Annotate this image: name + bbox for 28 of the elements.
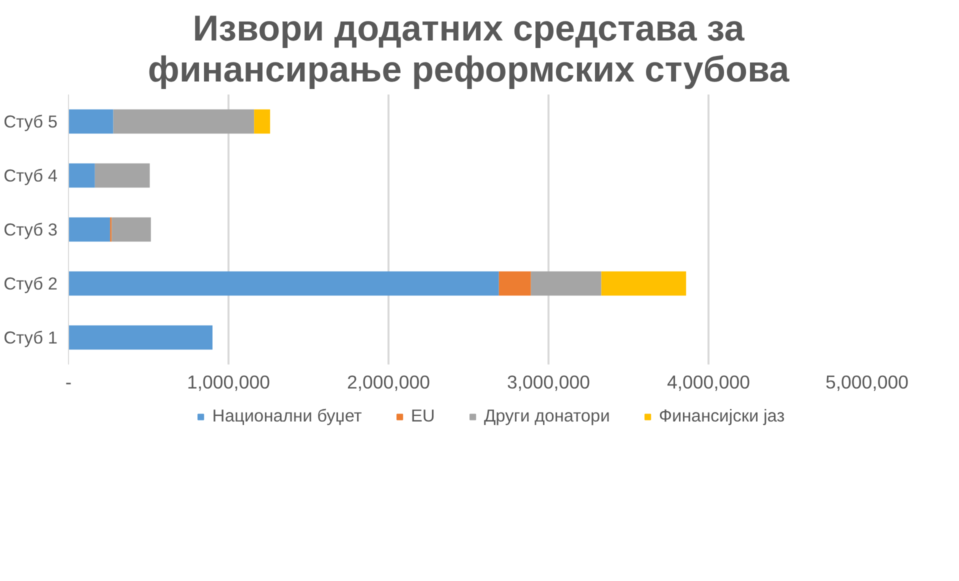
x-tick-label: 4,000,000	[667, 372, 750, 392]
bar	[68, 325, 212, 350]
bar	[530, 271, 602, 296]
bar	[68, 109, 114, 134]
bar	[68, 271, 499, 296]
x-tick-label: 1,000,000	[187, 372, 270, 392]
x-tick-label: 2,000,000	[347, 372, 430, 392]
x-tick-label: 5,000,000	[826, 372, 909, 392]
legend-label: Национални буџет	[212, 406, 362, 426]
bar	[68, 217, 110, 242]
legend-label: Финансијски јаз	[658, 406, 785, 426]
bar	[601, 271, 686, 296]
bar	[94, 163, 150, 188]
bar	[68, 163, 95, 188]
bar	[254, 109, 270, 134]
legend-label: Други донатори	[484, 406, 610, 426]
bar	[112, 217, 151, 242]
x-tick-label: 3,000,000	[507, 372, 590, 392]
y-tick-label: Стуб 4	[4, 166, 58, 186]
bar	[498, 271, 531, 296]
y-tick-label: Стуб 2	[4, 274, 58, 294]
y-tick-label: Стуб 1	[4, 328, 58, 348]
bar	[113, 109, 254, 134]
chart-title: Извори додатних средстава за финансирање реформских стубова	[148, 8, 790, 90]
legend-label: EU	[410, 406, 435, 426]
y-tick-label: Стуб 5	[4, 112, 58, 132]
x-tick-label: -	[65, 372, 72, 392]
y-tick-label: Стуб 3	[4, 220, 58, 240]
